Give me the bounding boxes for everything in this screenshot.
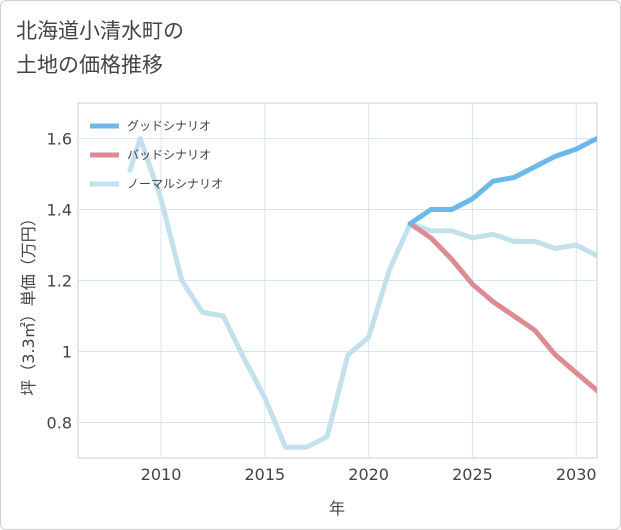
y-tick-label: 0.8 (47, 414, 72, 433)
y-axis-title: 坪（3.3㎡）単価（万円） (19, 210, 38, 395)
title-line-2: 土地の価格推移 (16, 53, 163, 77)
x-tick-label: 2025 (452, 465, 493, 484)
chart-title: 北海道小清水町の 土地の価格推移 (16, 14, 184, 82)
x-tick-label: 2030 (556, 465, 597, 484)
legend-label-1: グッドシナリオ (127, 119, 211, 133)
x-tick-label: 2015 (244, 465, 285, 484)
title-line-1: 北海道小清水町の (16, 19, 184, 43)
series-lines (127, 136, 597, 450)
y-tick-label: 1.4 (47, 201, 72, 220)
y-tick-label: 1.2 (47, 272, 72, 291)
x-axis-title: 年 (329, 499, 345, 518)
legend-label-3: ノーマルシナリオ (127, 177, 223, 191)
series-line-2 (407, 221, 597, 393)
series-line-3 (127, 136, 597, 450)
y-tick-label: 1 (62, 343, 72, 362)
x-tick-label: 2010 (141, 465, 182, 484)
x-tick-label: 2020 (348, 465, 389, 484)
tick-labels: 2010 2015 2020 2025 2030 0.8 1 1.2 1.4 1.6 (47, 130, 597, 485)
series-line-1 (407, 136, 597, 227)
y-tick-label: 1.6 (47, 130, 72, 149)
legend-label-2: バッドシナリオ (127, 148, 211, 162)
